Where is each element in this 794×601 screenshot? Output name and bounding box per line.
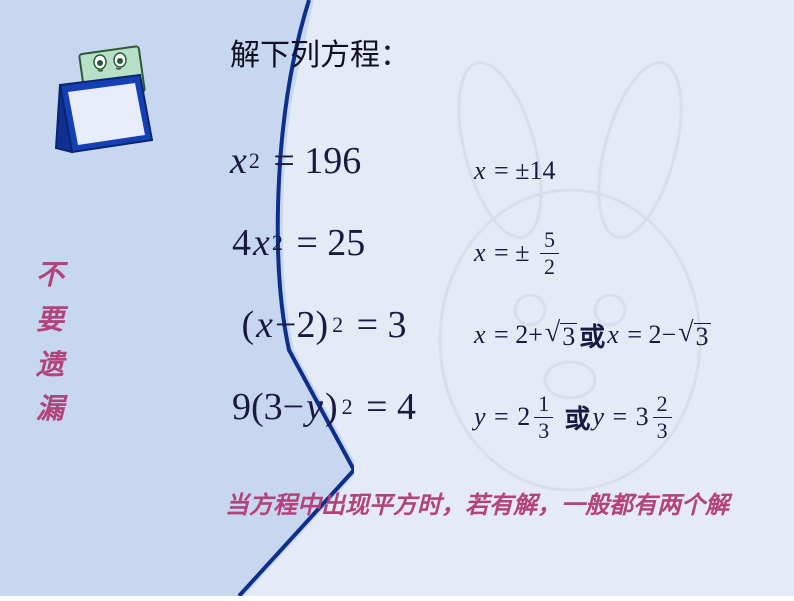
answer-2: x = ± 52 <box>474 212 784 294</box>
side-note-char: 要 <box>30 299 70 344</box>
page-title: 解下列方程： <box>230 30 410 74</box>
answer-4: y = 213 或 y = 323 <box>474 376 784 458</box>
equation-4: 9(3−y)2 = 4 <box>230 366 470 448</box>
answer-3: x = 2+3 或 x = 2−3 <box>474 294 784 376</box>
side-note: 不 要 遗 漏 <box>30 254 70 433</box>
bottom-note: 当方程中出现平方时，若有解，一般都有两个解 <box>225 490 765 524</box>
equation-1: x2 = 196 <box>230 120 470 202</box>
side-note-char: 遗 <box>30 344 70 389</box>
answers-column: x = ±14 x = ± 52 x = 2+3 或 x = 2−3 y = 2… <box>474 130 784 458</box>
folder-icon <box>40 30 170 160</box>
equation-3: (x−2)2 = 3 <box>230 284 470 366</box>
answer-1: x = ±14 <box>474 130 784 212</box>
equation-2: 4x2 = 25 <box>230 202 470 284</box>
equations-column: x2 = 196 4x2 = 25 (x−2)2 = 3 9(3−y)2 = 4 <box>230 120 470 448</box>
side-note-char: 漏 <box>30 388 70 433</box>
side-note-char: 不 <box>30 254 70 299</box>
